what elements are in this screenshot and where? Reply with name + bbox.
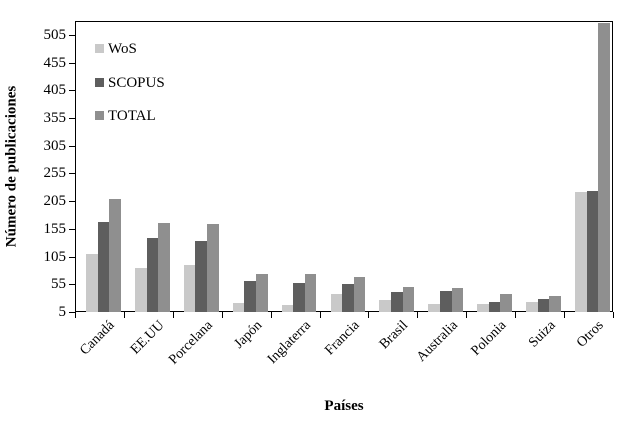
y-tick-mark	[69, 34, 75, 36]
x-tick-mark	[613, 312, 614, 318]
x-category-label: Otros	[574, 318, 608, 351]
bar-wos-8	[477, 304, 489, 312]
bar-scopus-2	[195, 240, 207, 312]
x-tick-mark	[417, 312, 419, 318]
legend-swatch-icon	[95, 44, 104, 53]
x-category-label: Polonia	[468, 318, 510, 359]
y-tick-mark	[69, 62, 75, 64]
bar-total-7	[451, 287, 464, 312]
y-tick-label: 255	[43, 165, 67, 182]
bar-scopus-6	[391, 292, 403, 312]
legend-swatch-icon	[95, 77, 104, 87]
x-category-label: Francia	[322, 318, 363, 359]
bar-scopus-9	[537, 299, 550, 312]
plot-area	[75, 21, 613, 312]
y-tick-label: 55	[51, 276, 66, 293]
bar-total-2	[207, 224, 219, 312]
legend-label: TOTAL	[108, 108, 156, 124]
bar-wos-9	[526, 302, 538, 312]
x-tick-mark	[172, 312, 174, 318]
bar-scopus-0	[97, 221, 110, 312]
bar-total-4	[304, 274, 317, 312]
y-tick-mark	[69, 201, 75, 203]
bar-wos-7	[428, 303, 440, 312]
y-tick-mark	[69, 173, 75, 175]
bar-total-6	[402, 286, 415, 312]
x-category-label: EE.UU	[127, 318, 167, 358]
x-tick-mark	[270, 312, 272, 318]
x-category-label: Brasil	[377, 318, 412, 353]
bar-total-9	[549, 295, 561, 312]
bar-wos-1	[134, 268, 147, 312]
bar-wos-10	[575, 192, 587, 312]
bar-total-10	[598, 23, 610, 312]
bar-wos-0	[86, 253, 98, 312]
bar-wos-6	[379, 300, 392, 312]
legend-label: SCOPUS	[108, 74, 165, 91]
y-tick-mark	[69, 145, 75, 147]
y-tick-mark	[69, 90, 75, 92]
bar-total-0	[109, 199, 121, 312]
x-category-label: Canadá	[77, 318, 119, 359]
y-tick-label: 505	[43, 26, 67, 43]
y-tick-mark	[69, 256, 75, 258]
y-tick-mark	[69, 118, 75, 119]
bar-wos-5	[330, 293, 343, 312]
x-category-label: Australia	[413, 318, 461, 365]
bar-wos-2	[183, 264, 196, 312]
bar-scopus-8	[488, 301, 501, 312]
x-category-label: Suiza	[525, 318, 559, 351]
bar-total-1	[158, 222, 170, 312]
x-category-label: Porcelana	[166, 318, 216, 368]
y-tick-label: 5	[58, 304, 67, 320]
x-axis-title: Países	[324, 398, 364, 414]
bar-scopus-3	[244, 281, 256, 312]
bar-scopus-10	[586, 190, 599, 312]
x-category-label: Japón	[231, 318, 265, 352]
y-tick-label: 355	[43, 110, 67, 126]
x-tick-mark	[466, 312, 468, 318]
bar-total-3	[255, 274, 268, 312]
x-category-label: Inglaterra	[264, 318, 314, 368]
y-tick-label: 405	[43, 82, 67, 99]
bar-total-8	[500, 293, 513, 312]
bar-wos-3	[232, 303, 245, 312]
bar-wos-4	[281, 304, 294, 312]
y-tick-label: 205	[43, 193, 67, 210]
x-tick-mark	[564, 312, 566, 318]
y-tick-label: 105	[43, 248, 67, 265]
bar-scopus-7	[439, 291, 452, 312]
legend-swatch-icon	[95, 111, 104, 120]
y-tick-mark	[69, 312, 75, 313]
x-tick-mark	[75, 312, 76, 318]
x-tick-mark	[368, 312, 370, 318]
bar-scopus-5	[342, 283, 354, 312]
y-axis-title: Número de publicaciones	[3, 85, 20, 248]
y-tick-label: 455	[43, 54, 67, 71]
x-tick-mark	[221, 312, 223, 318]
bar-total-5	[353, 276, 366, 312]
y-tick-label: 305	[43, 137, 67, 154]
bar-scopus-4	[293, 283, 305, 312]
x-tick-mark	[515, 312, 517, 318]
x-tick-mark	[319, 312, 321, 318]
legend-label: WoS	[108, 41, 137, 57]
y-tick-mark	[69, 228, 75, 230]
x-tick-mark	[123, 312, 125, 318]
y-tick-mark	[69, 284, 75, 286]
y-tick-label: 155	[43, 220, 67, 237]
bar-scopus-1	[146, 238, 159, 312]
